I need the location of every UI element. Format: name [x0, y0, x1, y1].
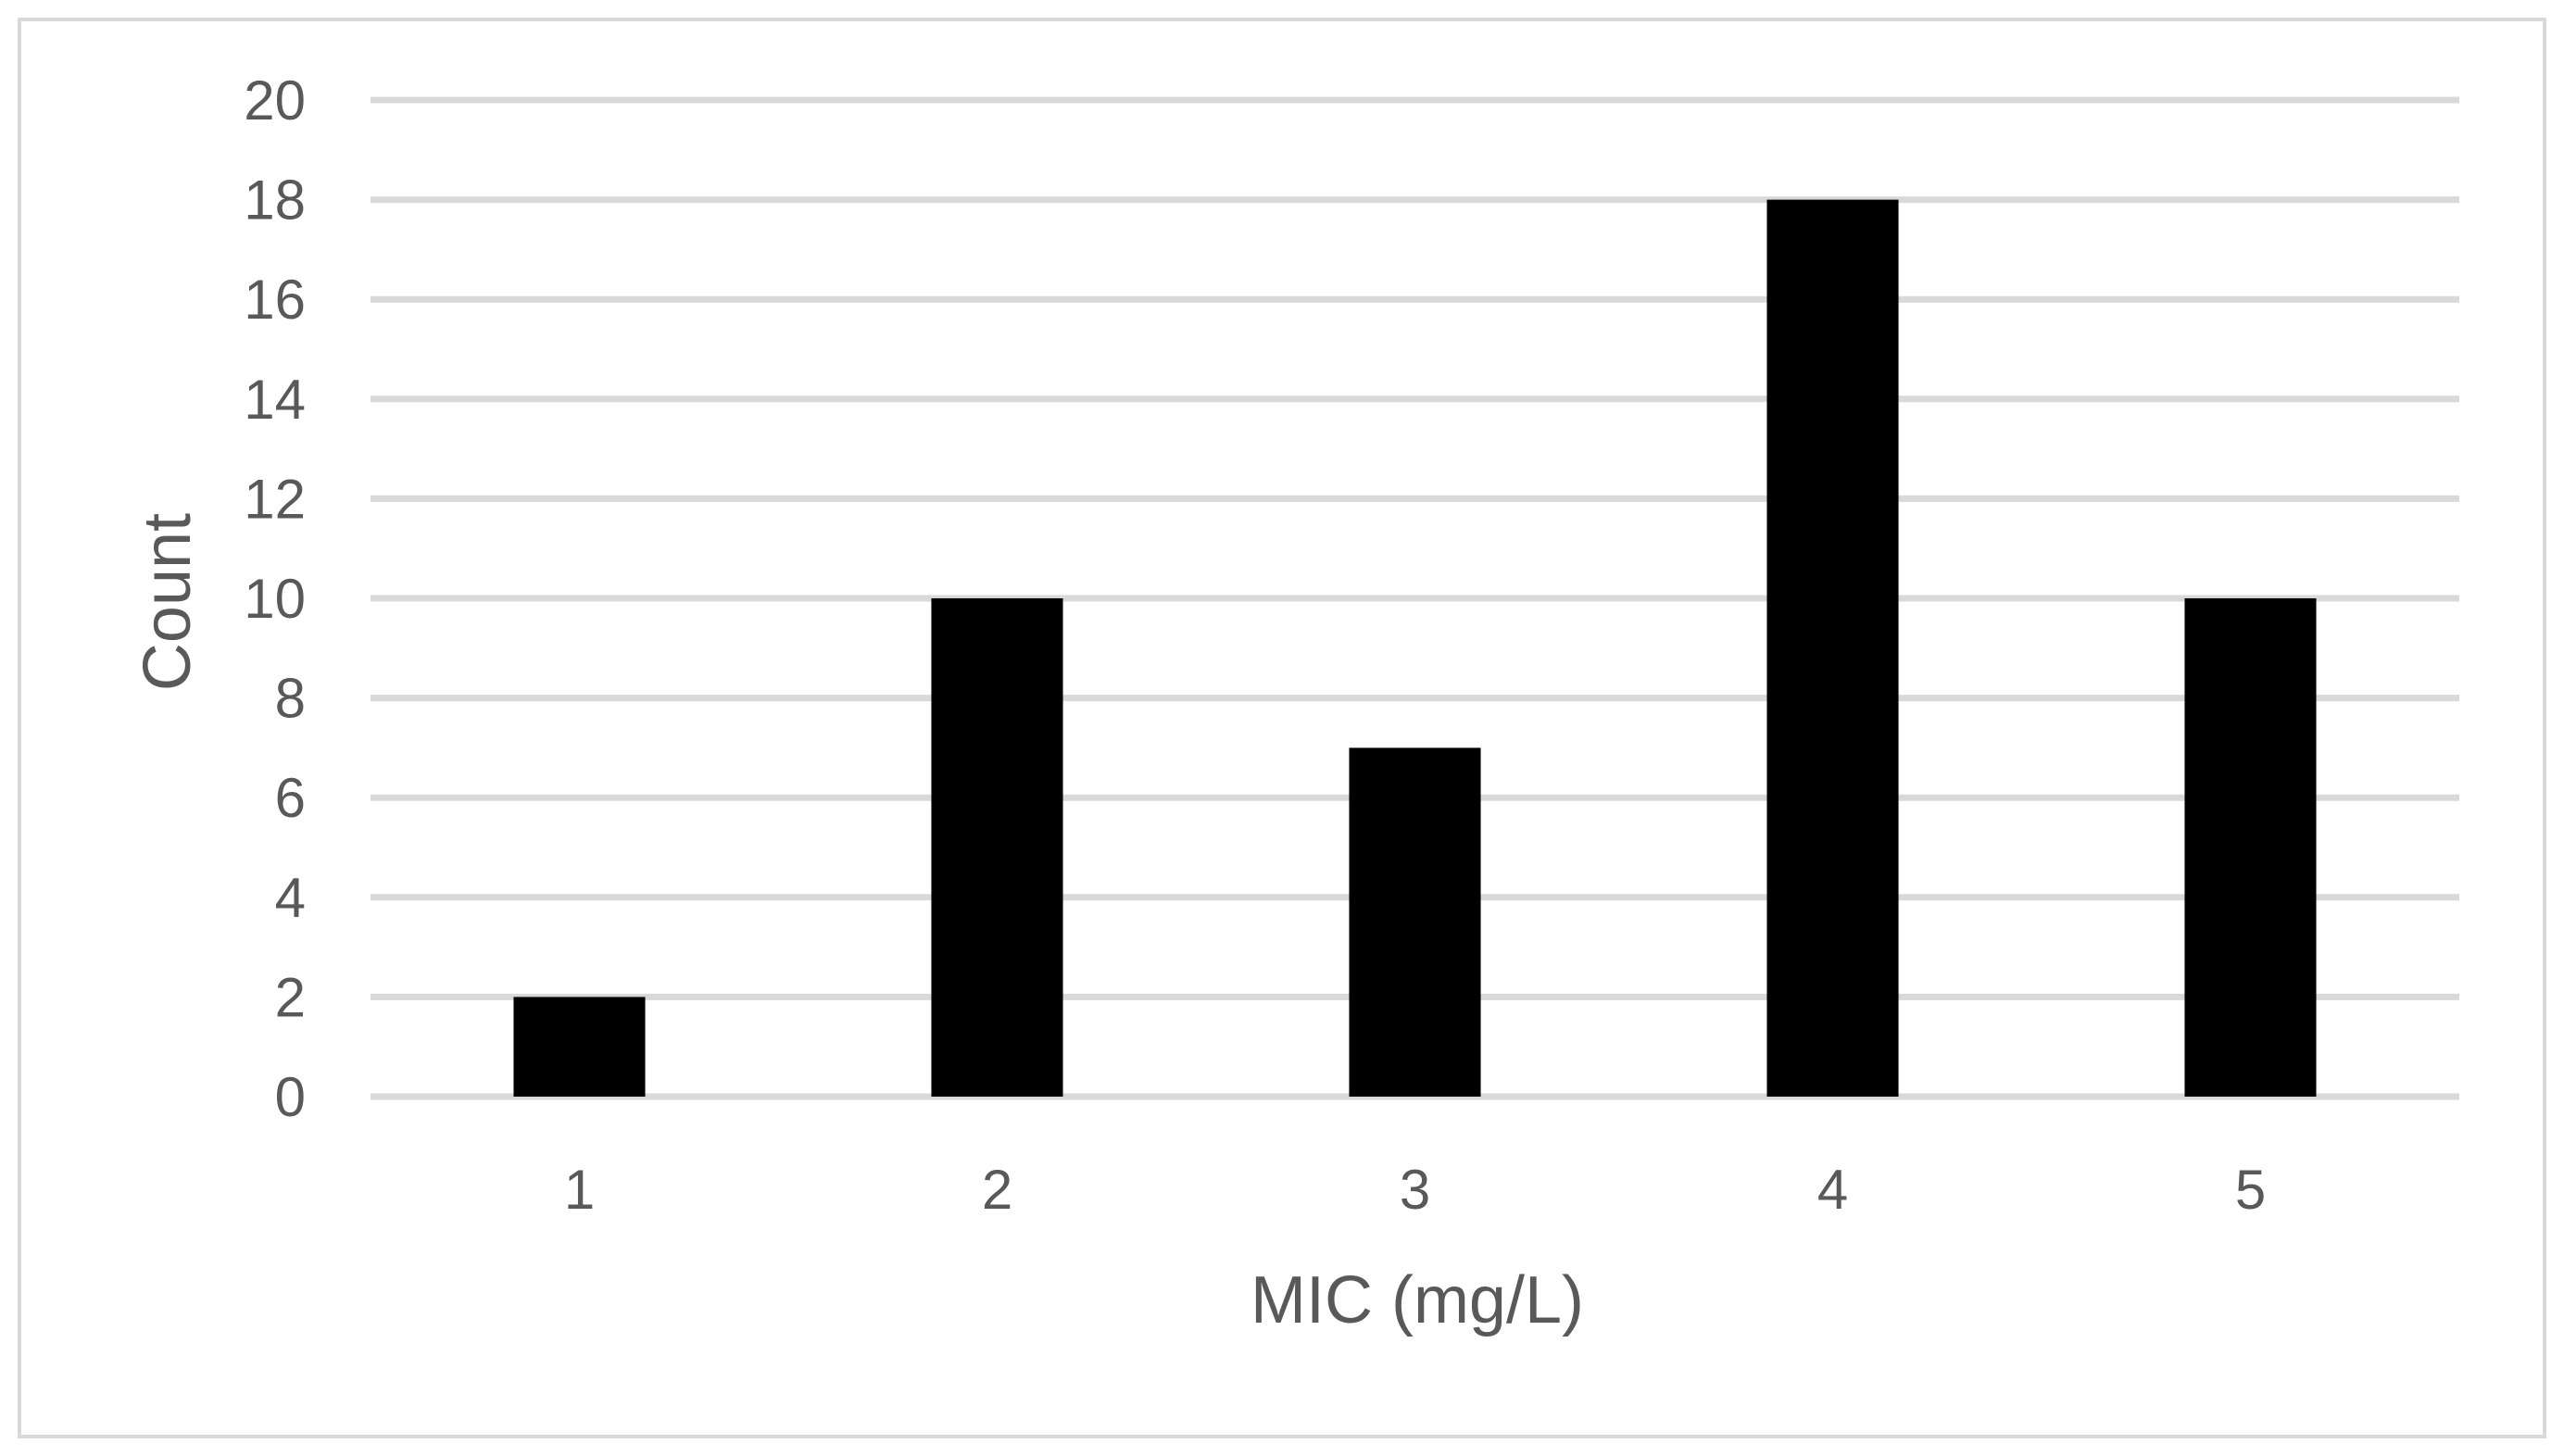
bar — [513, 997, 646, 1097]
y-tick-label: 10 — [244, 568, 306, 630]
bar — [931, 598, 1063, 1097]
chart-border — [18, 18, 2546, 1438]
gridlines — [371, 96, 2459, 1100]
x-tick-label: 2 — [982, 1159, 1012, 1221]
x-tick-label: 5 — [2235, 1159, 2266, 1221]
bar — [1766, 199, 1899, 1098]
y-tick-label: 8 — [275, 668, 306, 730]
y-tick-label: 20 — [244, 69, 306, 132]
y-tick-label: 16 — [244, 269, 306, 331]
y-tick-label: 12 — [244, 468, 306, 530]
bars — [513, 199, 2317, 1098]
x-tick-label: 4 — [1817, 1159, 1848, 1221]
y-axis-ticks: 0 2 4 6 8 10 12 14 16 18 20 — [244, 69, 306, 1128]
y-tick-label: 14 — [244, 369, 306, 431]
bar — [1349, 747, 1481, 1097]
y-tick-label: 0 — [275, 1066, 306, 1128]
x-axis-title: MIC (mg/L) — [1251, 1263, 1584, 1337]
y-tick-label: 18 — [244, 169, 306, 232]
x-tick-label: 3 — [1400, 1159, 1430, 1221]
y-axis-title: Count — [131, 513, 205, 691]
x-tick-label: 1 — [564, 1159, 595, 1221]
y-tick-label: 4 — [275, 867, 306, 929]
x-axis-ticks: 1 2 3 4 5 — [564, 1159, 2266, 1221]
y-tick-label: 6 — [275, 767, 306, 829]
bar — [2184, 598, 2317, 1097]
y-tick-label: 2 — [275, 966, 306, 1028]
